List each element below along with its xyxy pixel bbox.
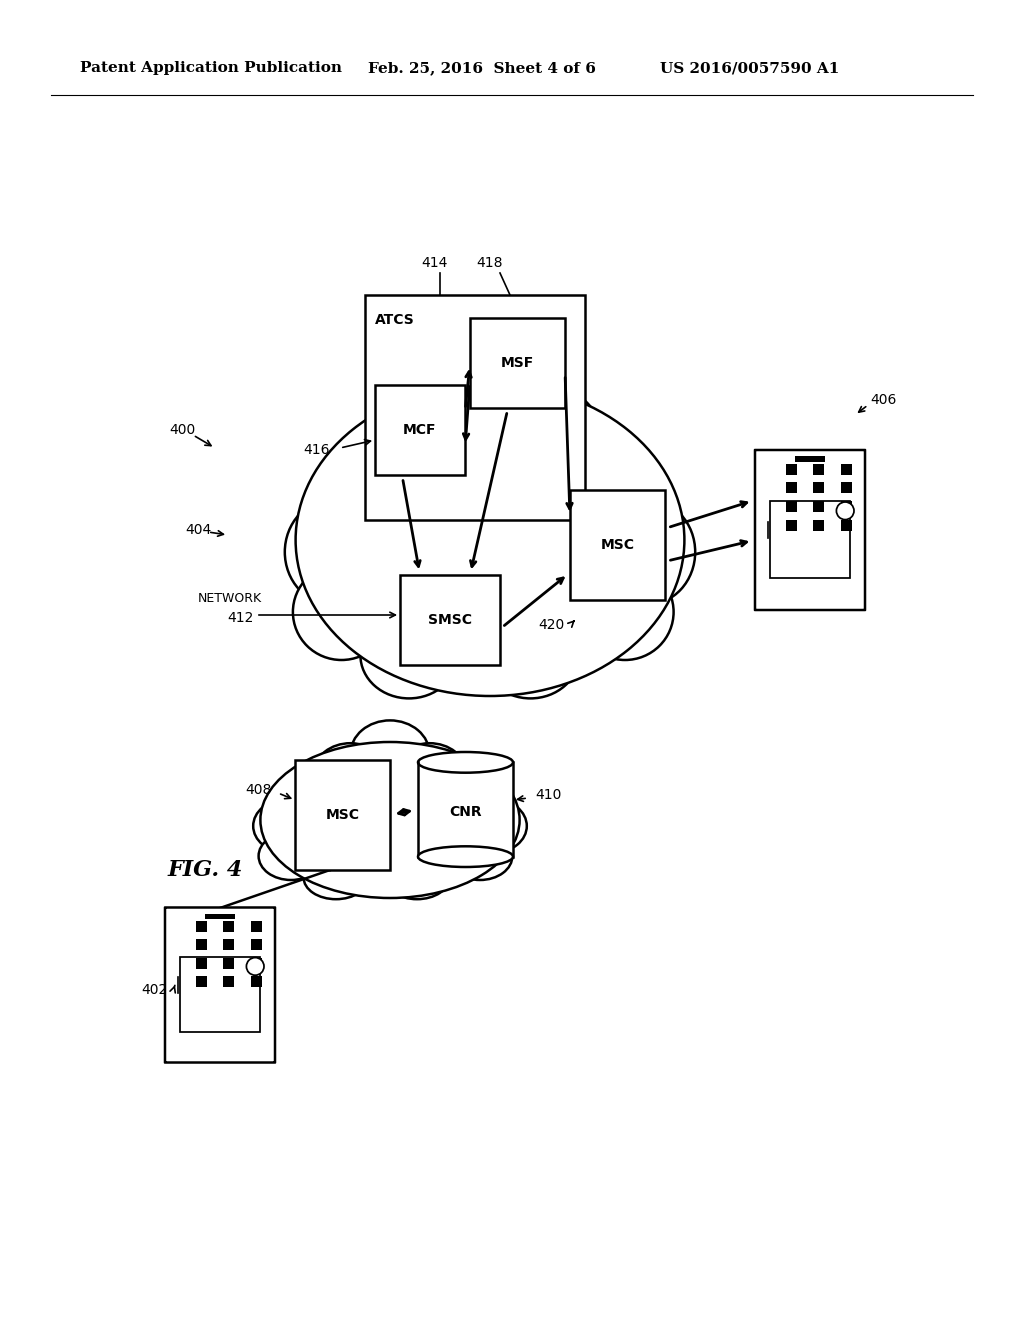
Circle shape <box>837 502 854 520</box>
Bar <box>813 520 824 531</box>
Ellipse shape <box>433 770 498 822</box>
Ellipse shape <box>314 743 386 801</box>
Ellipse shape <box>431 341 550 475</box>
Text: 410: 410 <box>535 788 561 803</box>
Bar <box>251 975 262 987</box>
FancyBboxPatch shape <box>419 763 512 857</box>
Ellipse shape <box>350 721 430 788</box>
Ellipse shape <box>296 384 684 696</box>
Bar <box>196 975 207 987</box>
Text: 408: 408 <box>246 783 272 797</box>
Bar <box>813 502 824 512</box>
FancyBboxPatch shape <box>570 490 665 601</box>
Bar <box>223 957 234 969</box>
Text: 414: 414 <box>422 256 449 271</box>
Bar <box>223 939 234 950</box>
Bar <box>223 920 234 932</box>
FancyBboxPatch shape <box>375 385 465 475</box>
Ellipse shape <box>360 612 458 698</box>
Bar <box>813 482 824 494</box>
Ellipse shape <box>259 832 324 880</box>
FancyBboxPatch shape <box>400 576 500 665</box>
FancyBboxPatch shape <box>770 502 850 578</box>
Text: CNR: CNR <box>450 805 482 818</box>
Bar <box>251 920 262 932</box>
Bar <box>785 502 797 512</box>
Text: NETWORK: NETWORK <box>198 591 262 605</box>
Bar <box>795 457 825 462</box>
Ellipse shape <box>393 743 466 801</box>
Bar <box>251 957 262 969</box>
Ellipse shape <box>253 800 318 853</box>
FancyBboxPatch shape <box>180 957 260 1031</box>
Text: 418: 418 <box>477 256 503 271</box>
Text: SMSC: SMSC <box>428 612 472 627</box>
Bar <box>223 975 234 987</box>
Bar <box>196 920 207 932</box>
Text: 402: 402 <box>141 983 168 997</box>
Ellipse shape <box>282 770 347 822</box>
FancyBboxPatch shape <box>295 760 390 870</box>
FancyBboxPatch shape <box>755 450 865 610</box>
Text: MSC: MSC <box>326 808 359 822</box>
FancyBboxPatch shape <box>418 763 513 857</box>
Text: MCF: MCF <box>403 422 437 437</box>
Ellipse shape <box>293 564 390 660</box>
FancyBboxPatch shape <box>470 318 565 408</box>
Text: 416: 416 <box>303 444 330 457</box>
Ellipse shape <box>328 440 425 545</box>
Ellipse shape <box>482 612 580 698</box>
Ellipse shape <box>598 499 695 605</box>
Ellipse shape <box>555 440 652 545</box>
Ellipse shape <box>462 800 526 853</box>
Ellipse shape <box>496 387 603 502</box>
Bar <box>785 463 797 475</box>
Text: Patent Application Publication: Patent Application Publication <box>80 61 342 75</box>
Bar <box>841 502 852 512</box>
FancyBboxPatch shape <box>365 294 585 520</box>
Text: 412: 412 <box>226 611 253 624</box>
Text: ATCS: ATCS <box>375 313 415 327</box>
Ellipse shape <box>418 846 513 867</box>
Bar <box>196 957 207 969</box>
Text: 404: 404 <box>185 523 211 537</box>
FancyBboxPatch shape <box>165 907 275 1063</box>
Ellipse shape <box>303 855 369 899</box>
Text: FIG. 4: FIG. 4 <box>168 859 244 880</box>
Bar <box>841 520 852 531</box>
Bar <box>196 939 207 950</box>
Ellipse shape <box>577 564 674 660</box>
Text: Feb. 25, 2016  Sheet 4 of 6: Feb. 25, 2016 Sheet 4 of 6 <box>368 61 596 75</box>
Bar <box>251 939 262 950</box>
Circle shape <box>247 957 264 975</box>
Ellipse shape <box>385 855 450 899</box>
Bar <box>841 463 852 475</box>
Bar <box>785 482 797 494</box>
Ellipse shape <box>285 499 382 605</box>
Bar <box>785 520 797 531</box>
Bar <box>841 482 852 494</box>
Bar <box>205 913 236 919</box>
Ellipse shape <box>418 752 513 772</box>
Text: 420: 420 <box>539 618 565 632</box>
Ellipse shape <box>260 742 519 898</box>
Bar <box>813 463 824 475</box>
Text: US 2016/0057590 A1: US 2016/0057590 A1 <box>660 61 840 75</box>
Ellipse shape <box>447 832 512 880</box>
Text: 400: 400 <box>169 422 196 437</box>
Text: 406: 406 <box>870 393 896 407</box>
Text: MSF: MSF <box>501 356 535 370</box>
Ellipse shape <box>377 387 484 502</box>
Text: MSC: MSC <box>600 539 635 552</box>
